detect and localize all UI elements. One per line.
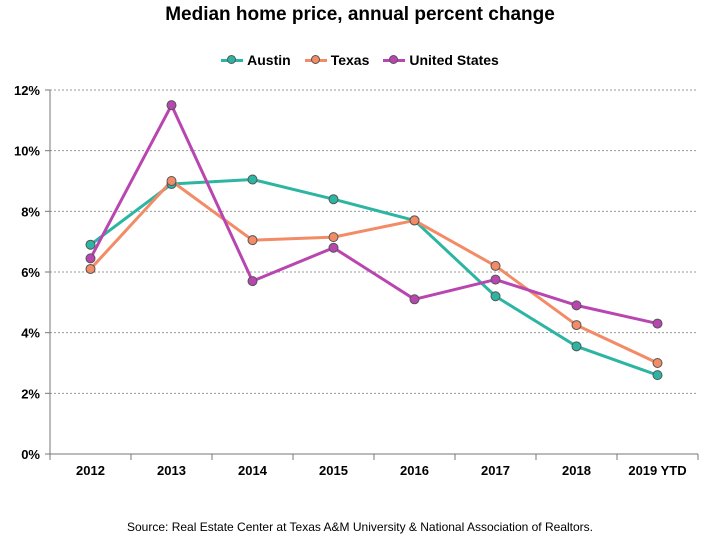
data-point-united-states	[166, 100, 177, 111]
legend-label-texas: Texas	[330, 52, 370, 68]
legend-label-austin: Austin	[247, 52, 291, 68]
legend-marker-united-states	[389, 55, 399, 64]
legend-marker-austin	[227, 55, 237, 64]
series-line-texas	[89, 179, 659, 365]
data-point-united-states	[490, 274, 501, 285]
data-point-austin	[490, 291, 501, 302]
data-point-texas	[571, 320, 582, 331]
x-tick-label: 2012	[76, 463, 105, 478]
data-point-united-states	[85, 253, 96, 264]
data-point-united-states	[328, 242, 339, 253]
x-tick-label: 2015	[319, 463, 348, 478]
x-tick-label: 2014	[238, 463, 268, 478]
data-point-austin	[85, 239, 96, 250]
legend-swatch-texas	[304, 54, 327, 66]
data-point-united-states	[571, 300, 582, 311]
chart-title: Median home price, annual percent change	[165, 4, 555, 25]
chart-source-note: Source: Real Estate Center at Texas A&M …	[127, 520, 593, 534]
data-point-texas	[490, 260, 501, 271]
data-point-united-states	[247, 276, 258, 287]
legend-item-texas: Texas	[304, 52, 370, 68]
data-point-texas	[652, 358, 663, 368]
y-tick-label: 6%	[21, 265, 40, 280]
y-tick-label: 2%	[21, 386, 40, 401]
data-point-texas	[328, 232, 339, 243]
x-tick-label: 2018	[562, 463, 591, 478]
y-tick-label: 0%	[21, 447, 40, 462]
data-point-austin	[328, 194, 339, 205]
legend-item-united-states: United States	[383, 52, 499, 68]
legend-marker-texas	[310, 55, 320, 64]
data-point-texas	[85, 263, 96, 274]
data-point-united-states	[409, 294, 420, 305]
data-point-austin	[571, 341, 582, 352]
y-tick-label: 12%	[14, 83, 40, 98]
legend-swatch-austin	[221, 54, 244, 66]
legend-item-austin: Austin	[221, 52, 291, 68]
y-tick-label: 8%	[21, 204, 40, 219]
data-point-texas	[247, 235, 258, 246]
x-tick-label: 2019 YTD	[628, 463, 686, 478]
line-chart: 0% 2% 4% 6% 8% 10% 12% 2012 2013 2014 2015 2016 2017…	[14, 83, 699, 478]
x-tick-label: 2017	[481, 463, 510, 478]
x-tick-label: 2016	[400, 463, 429, 478]
chart-legend: Austin Texas United States	[0, 52, 720, 68]
data-point-united-states	[652, 318, 663, 329]
y-tick-label: 4%	[21, 326, 40, 341]
series-line-austin	[89, 177, 659, 377]
x-tick-label: 2013	[157, 463, 186, 478]
data-point-austin	[652, 370, 663, 381]
data-point-texas	[166, 176, 177, 186]
y-tick-label: 10%	[14, 144, 40, 159]
data-point-texas	[409, 215, 420, 226]
series-line-united-states	[89, 103, 659, 326]
data-point-austin	[247, 174, 258, 185]
legend-label-united-states: United States	[409, 52, 499, 68]
legend-swatch-united-states	[383, 54, 406, 66]
